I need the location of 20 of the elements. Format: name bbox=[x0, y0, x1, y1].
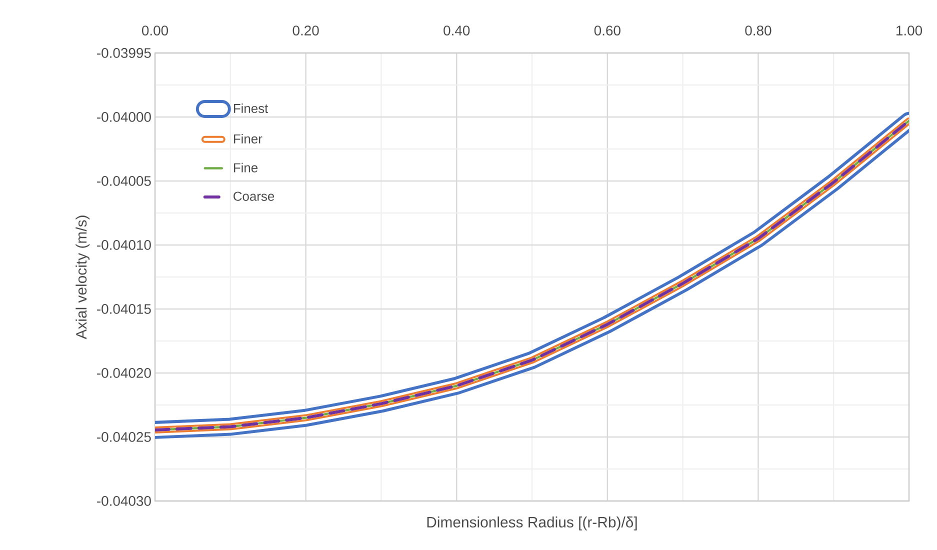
legend-label: Finer bbox=[234, 134, 262, 144]
y-tick-label: -0.04005 bbox=[97, 176, 151, 186]
y-tick-label: -0.04015 bbox=[97, 304, 151, 314]
y-axis-title: Axial velocity (m/s) bbox=[76, 216, 90, 340]
x-tick-label: 0.40 bbox=[444, 26, 470, 36]
legend-label: Finest bbox=[234, 104, 268, 114]
y-tick-label: -0.04010 bbox=[97, 240, 151, 250]
x-tick-label: 0.00 bbox=[142, 26, 168, 36]
y-tick-label: -0.04025 bbox=[97, 432, 151, 442]
y-tick-label: -0.04020 bbox=[97, 368, 151, 378]
legend-label: Coarse bbox=[234, 192, 274, 201]
x-tick-label: 1.00 bbox=[896, 26, 922, 36]
legend-label: Fine bbox=[234, 162, 258, 172]
x-axis-title: Dimensionless Radius [(r-Rb)/δ] bbox=[427, 516, 637, 530]
x-tick-label: 0.60 bbox=[594, 26, 620, 36]
y-tick-label: -0.04000 bbox=[97, 112, 151, 122]
y-tick-label: -0.04030 bbox=[97, 496, 151, 506]
x-tick-label: 0.20 bbox=[292, 26, 319, 36]
y-tick-label: -0.03995 bbox=[97, 48, 151, 58]
x-tick-label: 0.80 bbox=[745, 26, 772, 36]
